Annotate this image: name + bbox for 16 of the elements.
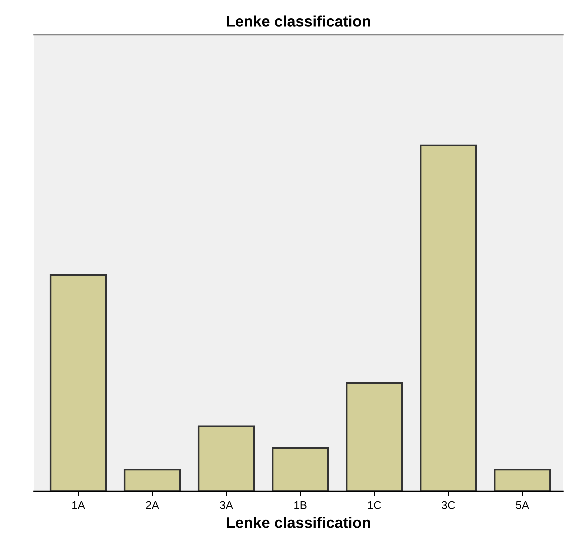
bar — [198, 426, 256, 492]
x-tick-label: 2A — [146, 501, 160, 510]
bar — [346, 382, 404, 492]
x-tick-label: 1A — [72, 502, 86, 510]
bar — [272, 447, 330, 492]
x-tick-label: 1C — [368, 501, 382, 510]
x-tick-label: 5A — [516, 502, 530, 510]
x-tick-label: 3A — [220, 501, 234, 510]
bar — [494, 468, 552, 492]
bar — [124, 468, 182, 492]
x-tick-label: 1B — [294, 502, 307, 510]
bar — [420, 144, 478, 492]
x-axis-title: Lenke classification — [227, 517, 370, 528]
x-tick-label: 3C — [442, 501, 456, 510]
chart-title: Lenke classification — [227, 16, 370, 27]
bar — [50, 274, 108, 492]
